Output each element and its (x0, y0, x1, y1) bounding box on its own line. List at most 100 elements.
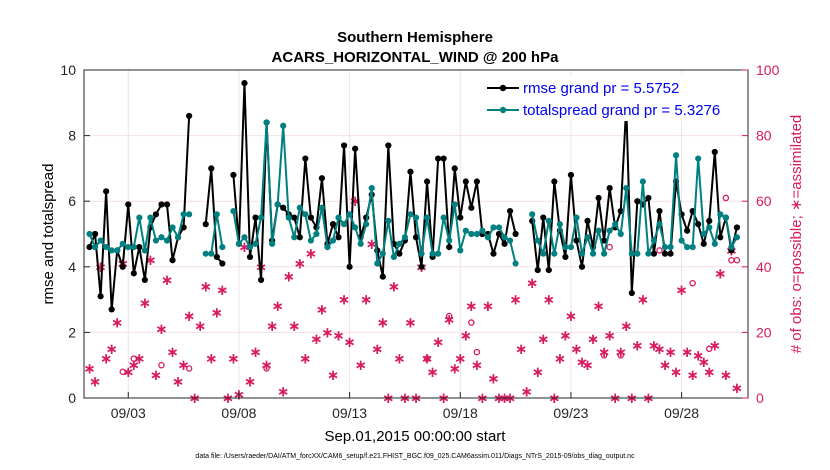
totalspread-point (235, 240, 243, 247)
rmse-point (158, 201, 165, 208)
totalspread-point (435, 250, 442, 257)
obs-assimilated-point: ∗ (565, 308, 578, 325)
obs-assimilated-point: ∗ (271, 298, 284, 315)
rmse-point (163, 201, 171, 208)
rmse-point (700, 240, 707, 247)
legend-rmse-marker (499, 84, 507, 92)
obs-possible-point (733, 256, 741, 264)
totalspread-point (429, 250, 436, 257)
rmse-point (302, 155, 309, 162)
obs-assimilated-point: ∗ (614, 344, 627, 361)
obs-assimilated-point: ∗ (587, 331, 600, 348)
rmse-point (186, 112, 193, 120)
totalspread-point (340, 221, 348, 228)
legend: rmse grand pr = 5.5752 totalspread grand… (480, 75, 744, 121)
obs-assimilated-point: ∗ (482, 298, 495, 315)
totalspread-point (700, 230, 707, 238)
rmse-point (628, 289, 635, 297)
obs-assimilated-point: ∗ (620, 318, 633, 335)
obs-assimilated-point: ∗ (128, 357, 141, 374)
y-tick-label-left: 4 (68, 259, 76, 275)
obs-assimilated-point: ∗ (603, 328, 616, 345)
rmse-point (584, 217, 591, 224)
x-tick-label: 09/08 (221, 405, 256, 421)
rmse-point (490, 250, 497, 257)
obs-assimilated-point: ∗ (421, 351, 434, 368)
obs-possible-point (445, 312, 453, 320)
obs-assimilated-point: ∗ (581, 357, 594, 374)
totalspread-point (91, 244, 99, 251)
rmse-point (108, 306, 115, 313)
x-tick-label: 09/28 (664, 405, 699, 421)
totalspread-point (180, 211, 187, 218)
totalspread-point (357, 240, 364, 247)
rmse-point (457, 214, 464, 221)
rmse-point (468, 204, 475, 211)
totalspread-point (612, 221, 619, 228)
totalspread-point (130, 244, 137, 251)
obs-assimilated-point: ∗ (211, 305, 224, 322)
totalspread-point (329, 237, 337, 244)
rmse-point (551, 178, 558, 185)
totalspread-point (479, 227, 486, 234)
rmse-point (219, 260, 226, 267)
obs-possible-point (689, 279, 696, 287)
rmse-point (440, 155, 447, 162)
totalspread-point (363, 221, 370, 228)
rmse-point (412, 234, 420, 241)
totalspread-point (401, 234, 409, 241)
chart-title: Southern Hemisphere (337, 29, 493, 46)
obs-assimilated-point: ∗ (177, 357, 190, 374)
rmse-point (435, 155, 442, 162)
totalspread-point (728, 244, 735, 251)
totalspread-point (567, 244, 575, 251)
legend-spread-marker (499, 106, 507, 114)
totalspread-point (589, 250, 597, 257)
obs-assimilated-point: ∗ (205, 351, 218, 368)
rmse-point (578, 263, 586, 270)
obs-assimilated-point: ∗ (316, 301, 329, 318)
obs-assimilated-point: ∗ (460, 328, 473, 345)
rmse-point (706, 217, 713, 224)
obs-assimilated-point: ∗ (592, 298, 605, 315)
obs-assimilated-point: ∗ (83, 360, 96, 377)
totalspread-point (639, 178, 646, 185)
totalspread-point (274, 201, 281, 208)
y-tick-label-right: 40 (756, 259, 772, 275)
obs-assimilated-point: ∗ (371, 341, 384, 358)
totalspread-point (661, 244, 669, 251)
y-tick-label-left: 6 (68, 193, 76, 209)
totalspread-point (495, 224, 503, 231)
rmse-point (473, 178, 480, 185)
obs-assimilated-point: ∗ (377, 315, 390, 332)
obs-assimilated-point: ∗ (155, 321, 168, 338)
obs-assimilated-point: ∗ (166, 344, 179, 361)
rmse-point (634, 198, 641, 205)
y-tick-label-right: 80 (756, 128, 772, 144)
obs-assimilated-point: ∗ (282, 269, 295, 286)
obs-assimilated-point: ∗ (338, 292, 351, 309)
rmse-point (130, 270, 137, 277)
totalspread-point (158, 234, 165, 241)
totalspread-point (484, 234, 492, 241)
rmse-point (606, 184, 613, 192)
rmse-point (423, 178, 431, 185)
totalspread-point (562, 244, 569, 251)
rmse-point (601, 237, 608, 244)
totalspread-point (379, 250, 386, 257)
totalspread-point (285, 214, 292, 221)
totalspread-point (667, 244, 674, 251)
obs-assimilated-point: ∗ (537, 331, 550, 348)
rmse-point (208, 165, 215, 172)
obs-assimilated-point: ∗ (443, 311, 456, 328)
totalspread-point (451, 201, 458, 208)
totalspread-point (573, 214, 580, 221)
obs-assimilated-point: ∗ (249, 344, 262, 361)
totalspread-point (684, 244, 691, 251)
totalspread-point (280, 122, 287, 129)
rmse-point (91, 230, 99, 238)
totalspread-line (232, 121, 517, 265)
rmse-point (562, 253, 569, 261)
x-tick-label: 09/13 (332, 405, 367, 421)
rmse-point (291, 214, 298, 221)
